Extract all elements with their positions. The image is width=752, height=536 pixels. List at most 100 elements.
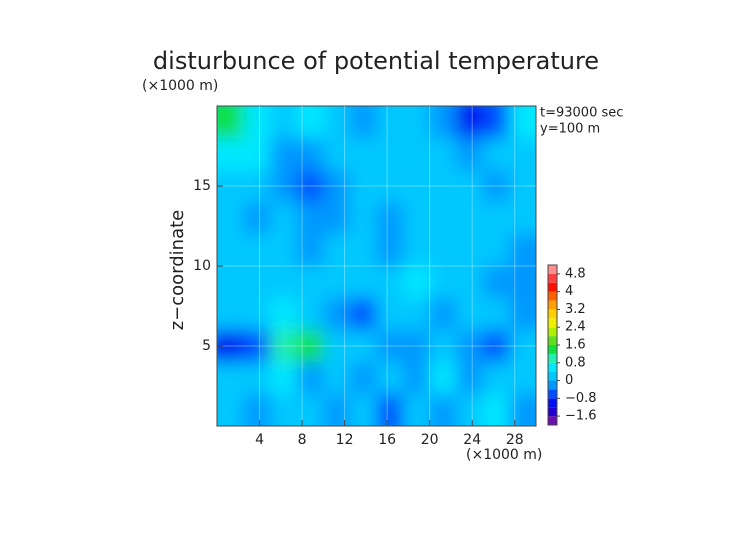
cell [429, 298, 458, 331]
cell [403, 362, 431, 395]
colorbar-band [548, 362, 557, 372]
cell [217, 362, 245, 395]
cell [509, 394, 536, 426]
colorbar-tick-label: 0.8 [565, 355, 586, 370]
cell [296, 362, 325, 395]
cell [243, 298, 272, 331]
cell [349, 266, 378, 299]
cell [403, 394, 431, 426]
cell [270, 234, 298, 267]
colorbar-band [548, 407, 557, 417]
cell [243, 362, 272, 395]
cell [296, 234, 325, 267]
cell [270, 394, 298, 426]
colorbar-band [548, 398, 557, 408]
cell [429, 234, 458, 267]
cell [403, 138, 431, 171]
cell [349, 298, 378, 331]
cell [403, 234, 431, 267]
cell [429, 330, 458, 363]
colorbar-band [548, 416, 557, 425]
cell [243, 170, 272, 203]
cell [456, 170, 484, 203]
x-tick-label: 8 [298, 432, 307, 448]
cell [323, 106, 351, 139]
colorbar-band [548, 273, 557, 283]
cell [243, 266, 272, 299]
colorbar-band [548, 309, 557, 319]
cell [323, 138, 351, 171]
colorbar-tick-label: −1.6 [565, 409, 597, 424]
cell [509, 106, 536, 139]
cell [296, 266, 325, 299]
cell [482, 330, 511, 363]
cell [456, 106, 484, 139]
colorbar-tick-label: 4.8 [565, 266, 586, 281]
y-tick-label: 15 [193, 178, 211, 194]
cell [429, 266, 458, 299]
cell [482, 202, 511, 235]
cell [296, 106, 325, 139]
cell [509, 298, 536, 331]
cell [349, 330, 378, 363]
field [217, 106, 536, 426]
cell [403, 330, 431, 363]
cell [429, 362, 458, 395]
cell [270, 170, 298, 203]
colorbar-tick-label: 4 [565, 284, 573, 299]
cell [482, 266, 511, 299]
cell [270, 362, 298, 395]
cell [243, 106, 272, 139]
cell [509, 330, 536, 363]
cell [270, 202, 298, 235]
cell [217, 394, 245, 426]
cell [243, 330, 272, 363]
colorbar-band [548, 327, 557, 337]
cell [270, 330, 298, 363]
cell [403, 202, 431, 235]
cell [243, 234, 272, 267]
cell [323, 202, 351, 235]
colorbar-tick-label: 3.2 [565, 302, 586, 317]
x-tick-label: 4 [255, 432, 264, 448]
x-tick-label: 16 [378, 432, 396, 448]
cells [217, 106, 536, 426]
cell [456, 266, 484, 299]
cell [349, 138, 378, 171]
colorbar-band [548, 380, 557, 390]
annotation: t=93000 sec [540, 106, 623, 121]
cell [323, 266, 351, 299]
cell [217, 138, 245, 171]
cell [509, 362, 536, 395]
colorbar-band [548, 318, 557, 328]
cell [376, 202, 405, 235]
cell [296, 298, 325, 331]
colorbar-band [548, 336, 557, 345]
cell [296, 330, 325, 363]
cell [456, 234, 484, 267]
colorbar-band [548, 282, 557, 292]
cell [376, 394, 405, 426]
cell [456, 362, 484, 395]
cell [482, 362, 511, 395]
cell [349, 234, 378, 267]
cell [217, 266, 245, 299]
cell [456, 330, 484, 363]
colorbar-band [548, 265, 557, 274]
x-tick-label: 24 [463, 432, 481, 448]
colorbar-tick-label: 1.6 [565, 338, 586, 353]
cell [270, 106, 298, 139]
cell [323, 330, 351, 363]
cell [482, 234, 511, 267]
cell [323, 394, 351, 426]
cell [323, 234, 351, 267]
x-tick-label: 20 [421, 432, 439, 448]
x-tick-label: 12 [336, 432, 354, 448]
cell [403, 170, 431, 203]
cell [376, 106, 405, 139]
cell [376, 234, 405, 267]
cell [217, 202, 245, 235]
x-unit: (×1000 m) [466, 447, 542, 463]
cell [456, 202, 484, 235]
